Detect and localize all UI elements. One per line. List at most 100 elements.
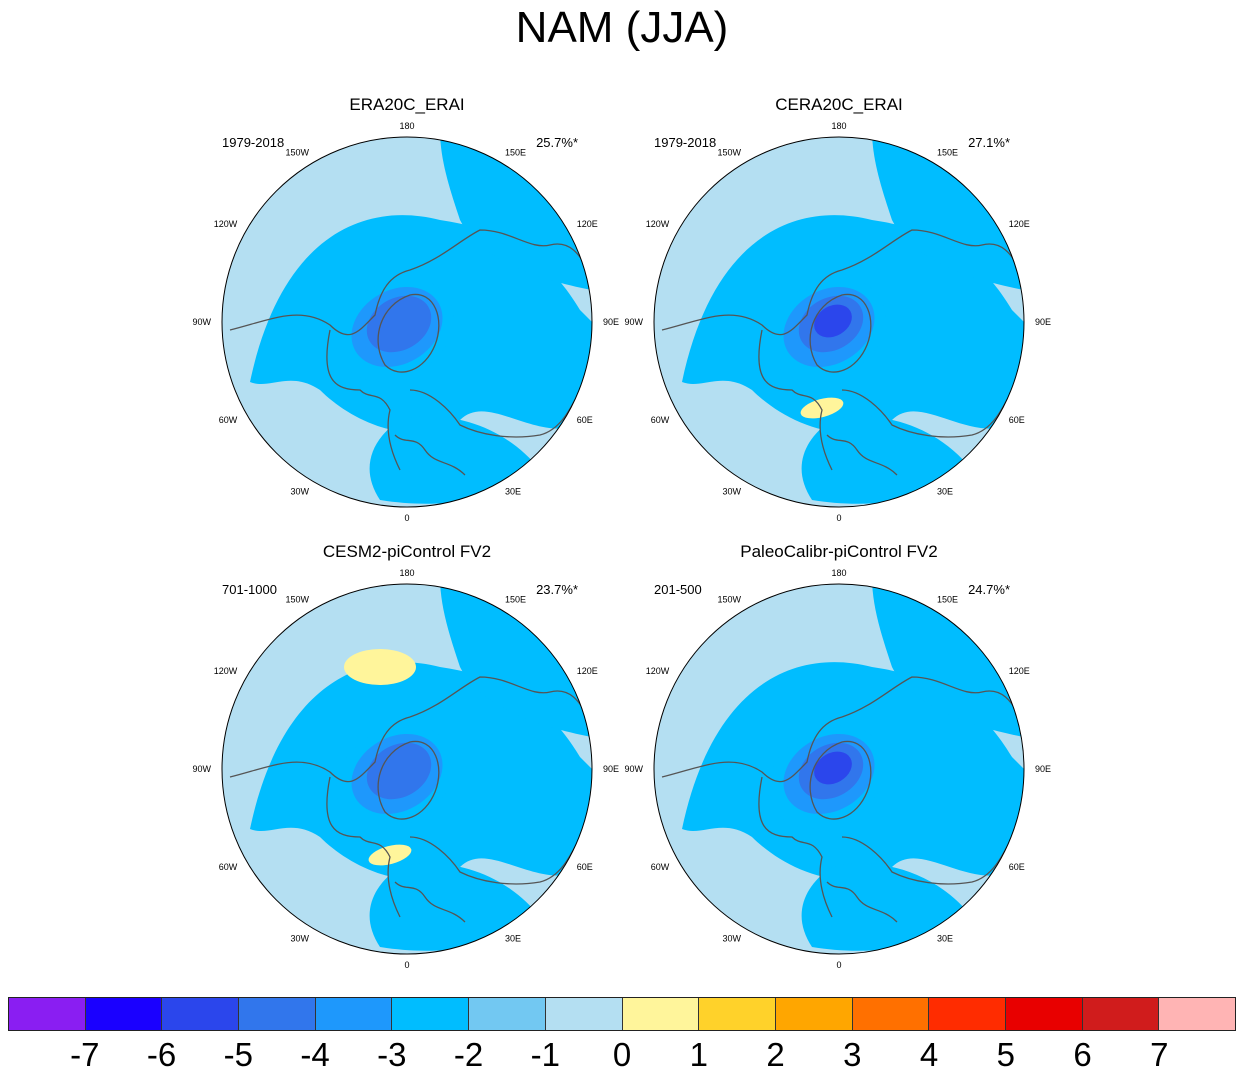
longitude-label: 180 — [399, 568, 414, 578]
coastline — [758, 329, 833, 471]
longitude-label: 30W — [290, 487, 309, 497]
colorbar-tick-label: -7 — [70, 1036, 100, 1073]
coastline — [377, 740, 440, 820]
field-center-level — [814, 751, 852, 785]
longitude-label: 60E — [1009, 862, 1025, 872]
longitude-label: 180 — [831, 121, 846, 131]
longitude-label: 90E — [603, 317, 619, 327]
colorbar-cell — [1082, 998, 1160, 1030]
longitude-label: 60W — [219, 415, 238, 425]
longitude-label: 60E — [577, 862, 593, 872]
coastline — [229, 716, 411, 783]
field-negative-pacific — [440, 584, 592, 737]
panel-title: ERA20C_ERAI — [349, 95, 464, 114]
longitude-label: 90W — [192, 764, 211, 774]
longitude-label: 0 — [836, 513, 841, 523]
colorbar-tick-label: 1 — [689, 1036, 708, 1073]
coastline — [809, 740, 872, 820]
colorbar-tick-label: 3 — [843, 1036, 862, 1073]
longitude-label: 90W — [624, 317, 643, 327]
longitude-label: 0 — [404, 960, 409, 970]
colorbar-tick-label: 4 — [919, 1036, 939, 1073]
coastline — [409, 676, 589, 718]
field-negative-pacific — [872, 584, 1024, 737]
panel-title: PaleoCalibr-piControl FV2 — [740, 542, 937, 561]
panel-variance: 27.1%* — [968, 135, 1010, 150]
colorbar-cell — [162, 998, 240, 1030]
field-center-level — [366, 742, 432, 800]
field-positive-pacific — [344, 649, 416, 685]
longitude-label: 30E — [505, 934, 521, 944]
longitude-label: 90E — [1035, 317, 1051, 327]
longitude-label: 60E — [577, 415, 593, 425]
panel-period: 701-1000 — [222, 582, 277, 597]
longitude-label: 30E — [937, 934, 953, 944]
longitude-label: 150E — [937, 594, 958, 604]
colorbar-tick-label: -1 — [530, 1036, 560, 1073]
coastline — [409, 389, 581, 438]
coastline — [841, 229, 1021, 271]
longitude-label: 150E — [505, 147, 526, 157]
panel-variance: 25.7%* — [536, 135, 578, 150]
longitude-label: 120E — [577, 219, 598, 229]
field-negative-eurasia — [801, 416, 972, 504]
colorbar-cell — [852, 998, 930, 1030]
colorbar-tick-label: 0 — [612, 1036, 632, 1073]
map-panel-cera20c: CERA20C_ERAI 1979-2018 27.1%* 180 150E 120E 90… — [624, 95, 1051, 523]
colorbar-cell — [929, 998, 1006, 1030]
colorbar-tick-label: -2 — [453, 1036, 484, 1073]
longitude-label: 90E — [603, 764, 619, 774]
longitude-label: 60W — [651, 862, 670, 872]
longitude-label: 120W — [646, 666, 670, 676]
panel-period: 1979-2018 — [222, 135, 284, 150]
longitude-label: 0 — [404, 513, 409, 523]
coastline — [809, 293, 872, 373]
coastline — [826, 434, 898, 476]
colorbar-cell — [775, 998, 853, 1030]
coastline — [326, 776, 401, 918]
colorbar-cell — [1159, 998, 1235, 1030]
colorbar-tick-label: 2 — [766, 1036, 785, 1073]
longitude-label: 90E — [1035, 764, 1051, 774]
coastline — [841, 389, 1013, 438]
longitude-label: 180 — [399, 121, 414, 131]
field-negative-eurasia — [369, 863, 540, 951]
coastline — [394, 881, 466, 923]
longitude-label: 150E — [505, 594, 526, 604]
field-center-level — [366, 295, 432, 353]
panel-variance: 24.7%* — [968, 582, 1010, 597]
coastline — [758, 776, 833, 918]
map-field — [654, 137, 1024, 507]
coastline — [841, 676, 1021, 718]
longitude-label: 150W — [285, 594, 309, 604]
longitude-label: 60W — [219, 862, 238, 872]
longitude-label: 60W — [651, 415, 670, 425]
longitude-label: 30E — [505, 487, 521, 497]
map-boundary — [653, 136, 1025, 508]
colorbar-cell — [469, 998, 546, 1030]
colorbar-tick-label: -5 — [223, 1036, 253, 1073]
colorbar-cell — [85, 998, 163, 1030]
map-panel-paleocalibr: PaleoCalibr-piControl FV2 201-500 24.7%* 18… — [624, 542, 1051, 970]
field-positive-atlantic — [800, 397, 844, 419]
map-boundary — [221, 583, 593, 955]
coastline — [409, 229, 589, 271]
coastline — [661, 269, 843, 336]
colorbar — [8, 997, 1236, 1031]
field-negative-pacific — [440, 137, 592, 290]
colorbar-tick-label: 5 — [996, 1036, 1015, 1073]
colorbar-cell — [392, 998, 470, 1030]
map-boundary — [221, 136, 593, 508]
coastline — [377, 293, 440, 373]
panel-period: 201-500 — [654, 582, 702, 597]
panel-title: CESM2-piControl FV2 — [323, 542, 491, 561]
coastline — [841, 836, 1013, 885]
longitude-label: 60E — [1009, 415, 1025, 425]
colorbar-cell — [622, 998, 700, 1030]
field-positive-atlantic — [368, 844, 412, 866]
longitude-label: 30E — [937, 487, 953, 497]
colorbar-cell — [9, 998, 86, 1030]
longitude-label: 0 — [836, 960, 841, 970]
map-panel-cesm2: CESM2-piControl FV2 701-1000 23.7%* 180 150E… — [192, 542, 619, 970]
field-negative-pacific — [872, 137, 1024, 290]
